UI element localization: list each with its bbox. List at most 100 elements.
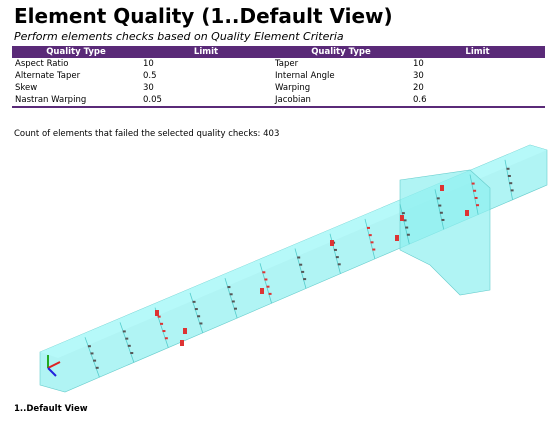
mesh-detail xyxy=(189,292,204,333)
mesh-detail xyxy=(299,263,303,266)
table-row: Skew 30 Warping 20 xyxy=(12,82,545,94)
mesh-detail xyxy=(130,352,134,355)
mesh-detail xyxy=(434,189,445,230)
mesh-detail xyxy=(405,226,409,229)
mesh-detail xyxy=(87,345,91,348)
table-cell: 0.5 xyxy=(143,71,157,81)
header-row: Quality Type Limit Quality Type Limit xyxy=(12,46,545,58)
mesh-detail xyxy=(264,278,268,281)
table-cell: Nastran Warping xyxy=(15,95,87,105)
mesh-detail xyxy=(399,204,410,245)
table-cell: 30 xyxy=(413,71,424,81)
mesh-detail xyxy=(439,211,443,214)
mesh-detail xyxy=(157,315,161,318)
mesh-detail xyxy=(401,212,405,215)
mesh-detail xyxy=(294,248,307,289)
mesh-detail xyxy=(441,218,445,221)
mesh-detail xyxy=(233,307,237,310)
mesh-detail xyxy=(127,344,131,347)
mesh-detail xyxy=(509,182,513,185)
mesh-detail xyxy=(194,308,198,311)
report-title: Element Quality (1..Default View) xyxy=(14,4,393,28)
table-cell: 0.05 xyxy=(143,95,162,105)
table-cell: 30 xyxy=(143,83,154,93)
axis-triad xyxy=(47,355,61,377)
column-header: Quality Type xyxy=(272,46,410,58)
mesh-detail xyxy=(476,204,480,207)
mesh-detail xyxy=(366,226,370,229)
mesh-detail xyxy=(440,185,444,191)
mesh-detail xyxy=(403,219,407,222)
table-cell: Alternate Taper xyxy=(15,71,81,81)
mesh-detail xyxy=(231,300,235,303)
failed-count: Count of elements that failed the select… xyxy=(14,129,280,139)
mesh-detail xyxy=(262,271,266,274)
mesh-detail xyxy=(122,330,126,333)
mesh-detail xyxy=(335,256,339,259)
table-row: Aspect Ratio 10 Taper 10 xyxy=(12,58,545,70)
table-body: Aspect Ratio 10 Taper 10 Alternate Taper 0.5 I… xyxy=(12,58,545,107)
mesh-detail xyxy=(337,263,341,266)
mesh-detail xyxy=(93,359,97,362)
mesh-detail xyxy=(260,288,264,294)
mesh-detail xyxy=(469,174,479,215)
mesh-detail xyxy=(119,322,135,363)
mesh-detail xyxy=(90,352,94,355)
column-header: Quality Type xyxy=(12,46,140,58)
mesh-detail xyxy=(400,215,404,221)
table-cell: Taper xyxy=(275,59,299,69)
mesh-detail xyxy=(199,322,203,325)
table-cell: Aspect Ratio xyxy=(15,59,69,69)
mesh-details xyxy=(84,159,514,378)
mesh-detail xyxy=(162,330,166,333)
mesh-detail xyxy=(395,235,399,241)
report-subtitle: Perform elements checks based on Quality… xyxy=(14,30,344,43)
column-header: Limit xyxy=(410,46,545,58)
mesh-detail xyxy=(155,310,159,316)
mesh-detail xyxy=(227,286,231,289)
mesh-detail xyxy=(506,167,510,170)
mesh-detail xyxy=(297,256,301,259)
mesh-detail xyxy=(368,234,372,237)
mesh-detail xyxy=(229,293,233,296)
mesh-detail xyxy=(84,337,100,378)
mesh-detail xyxy=(330,240,334,246)
model-view xyxy=(39,144,548,393)
mesh-detail xyxy=(268,292,272,295)
mesh-detail xyxy=(406,233,410,236)
table-cell: Jacobian xyxy=(275,95,311,105)
criteria-table: Quality Type Limit Quality Type Limit Aspec… xyxy=(12,46,545,108)
column-header: Limit xyxy=(140,46,272,58)
mesh-detail xyxy=(474,196,478,199)
mesh-detail xyxy=(224,277,238,319)
mesh-detail xyxy=(473,189,477,192)
mesh-detail xyxy=(303,278,307,281)
mesh-detail xyxy=(180,340,184,346)
mesh-detail xyxy=(364,218,376,260)
table-cell: 10 xyxy=(413,59,424,69)
table-cell: 0.6 xyxy=(413,95,427,105)
mesh-detail xyxy=(372,248,376,251)
mesh-detail xyxy=(438,204,442,207)
mesh-detail xyxy=(125,337,129,340)
table-row: Alternate Taper 0.5 Internal Angle 30 xyxy=(12,70,545,82)
table-row: Nastran Warping 0.05 Jacobian 0.6 xyxy=(12,94,545,107)
mesh-detail xyxy=(183,328,187,334)
mesh-detail xyxy=(301,270,305,273)
mesh-detail xyxy=(504,159,513,200)
table-cell: Internal Angle xyxy=(275,71,335,81)
mesh-detail xyxy=(333,248,337,251)
beam-branch xyxy=(399,169,491,296)
mesh-detail xyxy=(266,285,270,288)
mesh-detail xyxy=(436,197,440,200)
table-cell: Skew xyxy=(15,83,38,93)
mesh-detail xyxy=(507,174,511,177)
table-cell: 10 xyxy=(143,59,154,69)
figure-caption: 1..Default View xyxy=(14,404,88,414)
mesh-detail xyxy=(259,263,272,304)
mesh-detail xyxy=(160,322,164,325)
mesh-detail xyxy=(510,189,514,192)
mesh-detail xyxy=(164,337,168,340)
mesh-detail xyxy=(197,315,201,318)
